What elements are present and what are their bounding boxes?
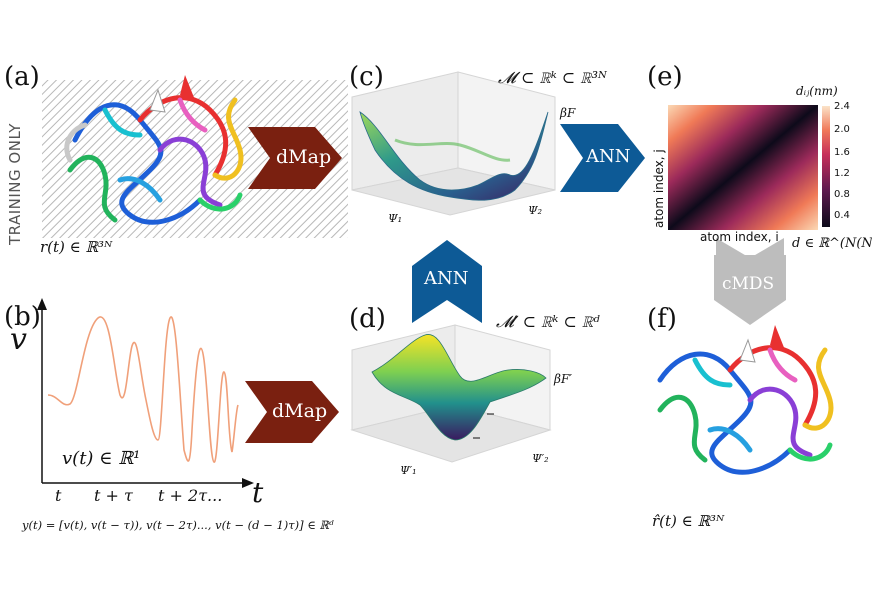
panel-e-letter: (e) bbox=[647, 62, 683, 92]
b-tick-t-tau: t + τ bbox=[94, 486, 133, 505]
c-psi2-label: Ψ₂ bbox=[528, 204, 542, 217]
colorbar-tick-24: 2.4 bbox=[834, 101, 850, 112]
cmds-label: cMDS bbox=[722, 274, 774, 294]
d-z-label: βF′ bbox=[554, 372, 572, 386]
panel-c bbox=[352, 72, 645, 215]
training-only-label: TRAINING ONLY bbox=[6, 123, 24, 245]
b-tick-t: t bbox=[55, 486, 61, 505]
heatmap-xlabel: atom index, i bbox=[700, 230, 779, 244]
c-psi1-label: Ψ₁ bbox=[388, 212, 402, 225]
b-signal-caption: v(t) ∈ ℝ¹ bbox=[62, 448, 140, 469]
b-tick-t-2tau: t + 2τ... bbox=[158, 486, 222, 505]
signal-curve bbox=[48, 317, 238, 462]
panel-d-letter: (d) bbox=[349, 304, 386, 334]
ann-label-d: ANN bbox=[424, 268, 469, 289]
protein-structure-f bbox=[660, 325, 831, 472]
ann-label-c: ANN bbox=[586, 146, 631, 167]
distance-heatmap bbox=[668, 105, 818, 230]
panel-f-letter: (f) bbox=[647, 304, 677, 334]
panel-d bbox=[352, 325, 550, 462]
colorbar-tick-20: 2.0 bbox=[834, 124, 850, 135]
panel-c-letter: (c) bbox=[349, 62, 384, 92]
colorbar-tick-08: 0.8 bbox=[834, 189, 850, 200]
colorbar-tick-04: 0.4 bbox=[834, 210, 850, 221]
panel-a-letter: (a) bbox=[4, 62, 40, 92]
heatmap-ylabel: atom index, j bbox=[652, 149, 666, 228]
d-manifold-label: 𝓜′ ⊂ ℝᵏ ⊂ ℝᵈ bbox=[496, 312, 600, 332]
b-x-axis-label: t bbox=[252, 476, 263, 509]
distance-colorbar bbox=[822, 106, 830, 227]
panel-a-caption: r(t) ∈ ℝ³ᴺ bbox=[40, 238, 112, 256]
dmap-label-a: dMap bbox=[276, 146, 331, 168]
dmap-label-b: dMap bbox=[272, 400, 327, 422]
colorbar-title: dᵢⱼ(nm) bbox=[796, 84, 838, 98]
distance-vector-caption: d ∈ ℝ^(N(N−1)/2) bbox=[792, 236, 872, 251]
colorbar-tick-16: 1.6 bbox=[834, 147, 850, 158]
d-psi1-label: Ψ′₁ bbox=[400, 464, 417, 477]
c-manifold-label: 𝓜 ⊂ ℝᵏ ⊂ ℝ³ᴺ bbox=[498, 68, 607, 88]
panel-f-caption: r̂(t) ∈ ℝ³ᴺ bbox=[652, 512, 724, 530]
b-y-axis-label: v bbox=[10, 322, 27, 357]
colorbar-tick-12: 1.2 bbox=[834, 168, 850, 179]
d-psi2-label: Ψ′₂ bbox=[532, 452, 549, 465]
delay-embedding-equation: y(t) = [v(t), v(t − τ)), v(t − 2τ)..., v… bbox=[22, 518, 334, 532]
c-z-label: βF bbox=[560, 106, 575, 120]
